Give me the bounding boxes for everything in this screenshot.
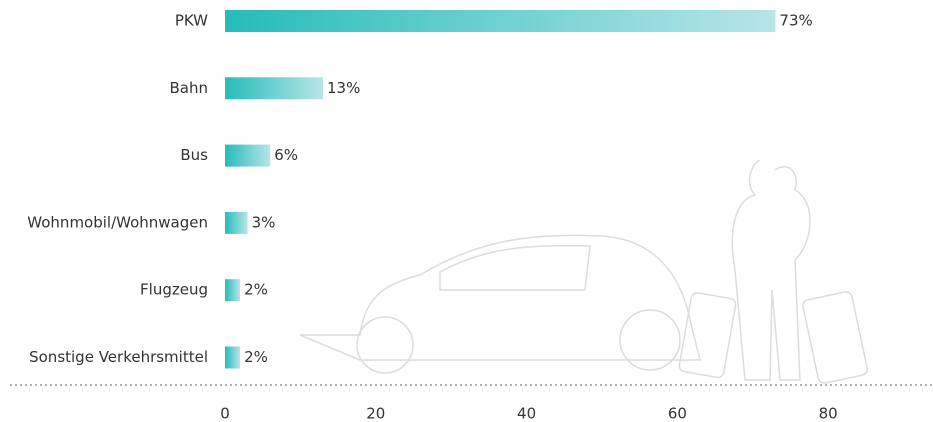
illustration (300, 160, 868, 384)
category-label: Bahn (170, 79, 209, 97)
x-tick-label: 20 (366, 405, 385, 422)
value-label: 2% (244, 348, 268, 366)
car-wheel (620, 310, 680, 370)
bar (225, 10, 775, 32)
bar (225, 77, 323, 99)
bar (225, 145, 270, 167)
x-tick-label: 80 (819, 405, 838, 422)
bar (225, 212, 248, 234)
people-outline (732, 160, 810, 380)
chart: 0 20 40 60 80 PKW 73% Bahn 13% Bus 6% Wohnmobil/Woh… (0, 0, 933, 422)
x-tick-label: 60 (668, 405, 687, 422)
x-tick-label: 0 (220, 405, 230, 422)
category-label: Flugzeug (140, 281, 208, 299)
category-label: PKW (175, 12, 208, 30)
value-label: 6% (274, 146, 298, 164)
category-label: Wohnmobil/Wohnwagen (27, 213, 208, 231)
value-label: 2% (244, 281, 268, 299)
suitcase (802, 291, 869, 385)
value-label: 73% (779, 12, 812, 30)
suitcase (678, 292, 736, 379)
car-wheel (357, 317, 413, 373)
car-window (440, 246, 590, 290)
category-label: Sonstige Verkehrsmittel (29, 348, 208, 366)
bar (225, 279, 240, 301)
car-outline (300, 235, 700, 360)
value-label: 3% (252, 213, 276, 231)
category-label: Bus (180, 146, 208, 164)
bar (225, 347, 240, 369)
x-tick-label: 40 (517, 405, 536, 422)
value-label: 13% (327, 79, 360, 97)
